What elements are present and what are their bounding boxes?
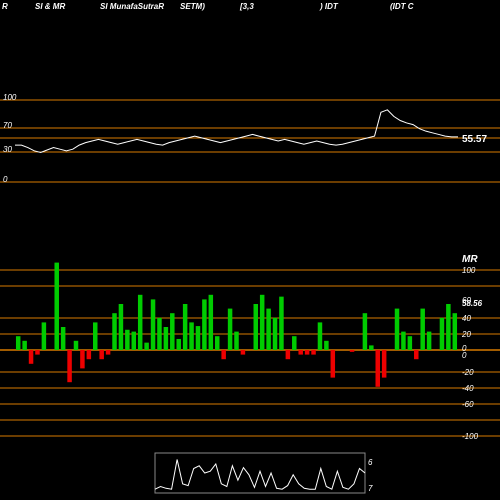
svg-text:-60: -60 <box>462 400 474 409</box>
svg-text:70: 70 <box>3 121 12 130</box>
svg-text:100: 100 <box>462 266 476 275</box>
svg-text:MR: MR <box>462 254 478 265</box>
svg-text:-20: -20 <box>462 368 474 377</box>
svg-text:40: 40 <box>462 314 471 323</box>
svg-text:55.57: 55.57 <box>462 134 487 145</box>
svg-text:60: 60 <box>462 296 471 305</box>
svg-text:20: 20 <box>461 330 471 339</box>
svg-text:6: 6 <box>368 458 373 467</box>
svg-text:0: 0 <box>3 175 8 184</box>
svg-text:30: 30 <box>3 145 12 154</box>
svg-text:7: 7 <box>368 484 373 493</box>
svg-text:100: 100 <box>3 93 17 102</box>
svg-text:-100: -100 <box>462 432 479 441</box>
svg-text:0: 0 <box>462 351 467 360</box>
svg-text:-40: -40 <box>462 384 474 393</box>
